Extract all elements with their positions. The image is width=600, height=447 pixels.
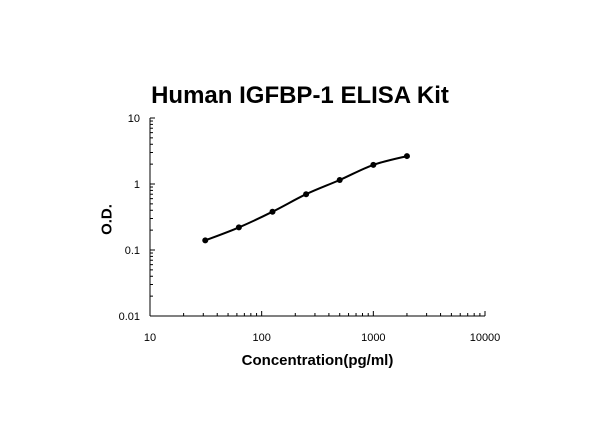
y-tick-label: 0.01: [119, 311, 140, 323]
y-axis-label: O.D.: [98, 204, 116, 235]
data-point: [235, 224, 242, 231]
data-point: [269, 208, 276, 215]
data-point: [336, 176, 343, 183]
series-line: [204, 155, 408, 242]
data-point: [370, 161, 377, 168]
data-point: [202, 237, 209, 244]
y-tick-label: 1: [134, 179, 140, 191]
data-point: [303, 191, 310, 198]
x-tick-label: 1000: [361, 332, 385, 344]
y-tick-label: 10: [128, 113, 140, 125]
x-axis-label: Concentration(pg/ml): [241, 352, 394, 369]
data-point: [403, 153, 410, 160]
x-tick-label: 10: [144, 332, 156, 344]
ticks: 0.01 0.1 1 10 10 100 1000 10000: [119, 113, 501, 344]
y-tick-label: 0.1: [125, 245, 140, 257]
chart-title: Human IGFBP-1 ELISA Kit: [151, 82, 449, 109]
x-tick-label: 10000: [470, 332, 501, 344]
axes: [149, 118, 485, 317]
series: [202, 153, 410, 244]
x-tick-label: 100: [252, 332, 270, 344]
